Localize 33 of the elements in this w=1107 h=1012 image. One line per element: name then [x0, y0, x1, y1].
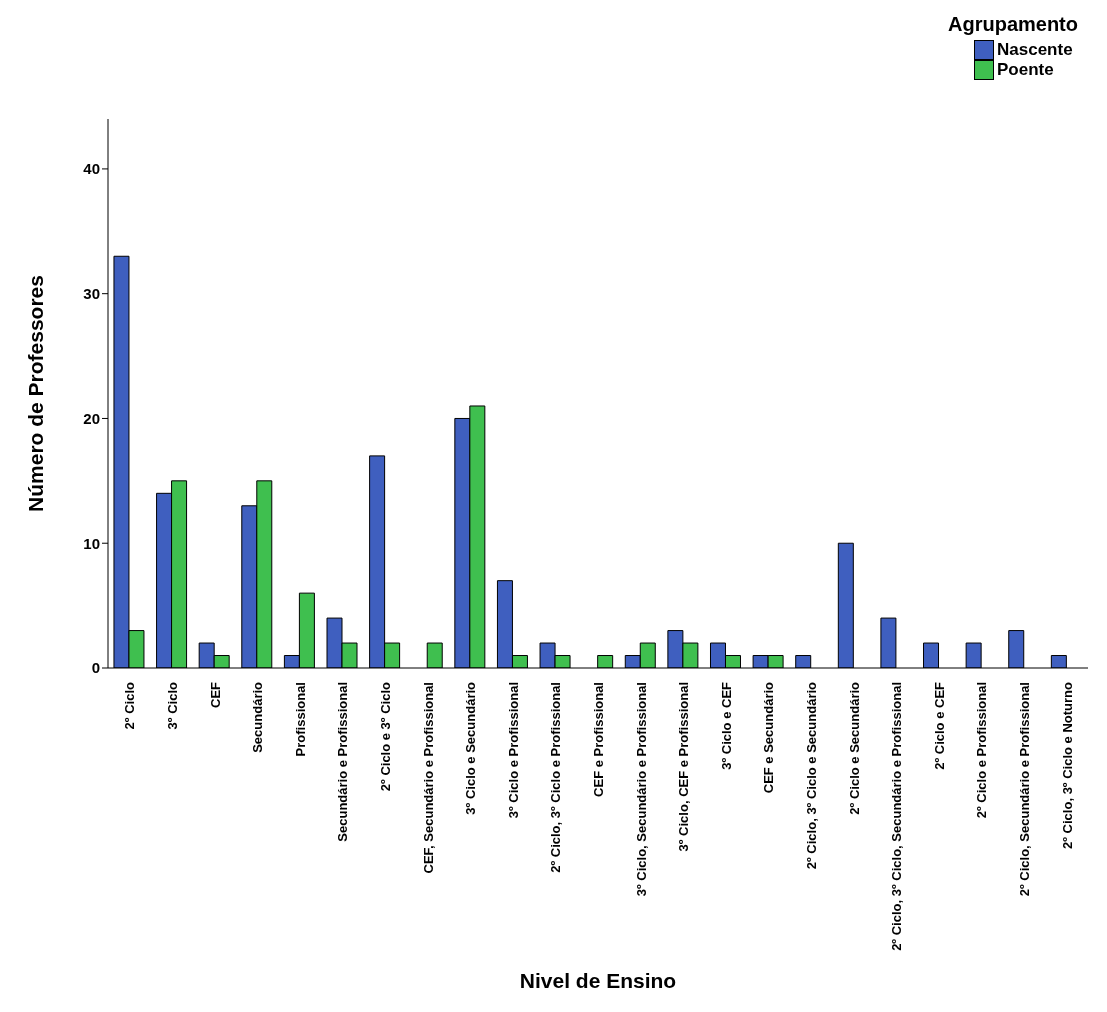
x-tick-label: 3º Ciclo, Secundário e Profissional	[633, 682, 649, 897]
x-tick-label: 3º Ciclo e CEF	[718, 681, 734, 770]
x-tick-label: CEF, Secundário e Profissional	[420, 682, 436, 874]
y-tick-label: 20	[83, 409, 100, 427]
x-tick-label: 3º Ciclo, CEF e Profissional	[676, 682, 692, 852]
x-tick-label: 2º Ciclo e Secundário	[846, 681, 862, 815]
x-tick-label: Secundário e Profissional	[335, 682, 351, 842]
x-tick-label: 3º Ciclo e Profissional	[505, 682, 521, 819]
x-tick-label: CEF e Secundário	[761, 681, 777, 794]
x-tick-label: 2º Ciclo e Profissional	[974, 682, 990, 819]
x-tick-label: 3º Ciclo	[164, 681, 180, 730]
y-tick-label: 0	[91, 659, 100, 677]
x-tick-label: Secundário	[250, 681, 266, 753]
x-tick-label: 2º Ciclo	[122, 681, 138, 730]
y-tick-label: 10	[83, 534, 100, 552]
y-tick-label: 30	[83, 285, 100, 303]
y-axis-title: Número de Professores	[24, 275, 48, 512]
x-axis-title: Nivel de Ensino	[519, 969, 677, 992]
x-tick-label: 2º Ciclo, Secundário e Profissional	[1017, 682, 1033, 897]
x-tick-label: 2º Ciclo, 3º Ciclo e Secundário	[804, 681, 820, 870]
x-tick-label: 3º Ciclo e Secundário	[463, 681, 479, 815]
x-tick-label: 2º Ciclo, 3º Ciclo e Noturno	[1059, 681, 1075, 849]
x-tick-label: 2º Ciclo, 3º Ciclo, Secundário e Profissional	[889, 682, 905, 951]
y-tick-label: 40	[83, 160, 100, 178]
legend-title: Agrupamento	[948, 13, 1078, 36]
x-tick-label: 2º Ciclo, 3º Ciclo e Profissional	[548, 682, 564, 873]
x-tick-label: CEF e Profissional	[591, 682, 606, 797]
x-tick-label: CEF	[207, 681, 223, 708]
x-tick-label: 2º Ciclo e CEF	[931, 681, 947, 770]
legend-label: Poente	[996, 60, 1055, 80]
x-tick-label: 2º Ciclo e 3º Ciclo	[377, 681, 393, 792]
x-tick-label: Profissional	[292, 682, 308, 757]
legend-label: Nascente	[996, 40, 1074, 60]
